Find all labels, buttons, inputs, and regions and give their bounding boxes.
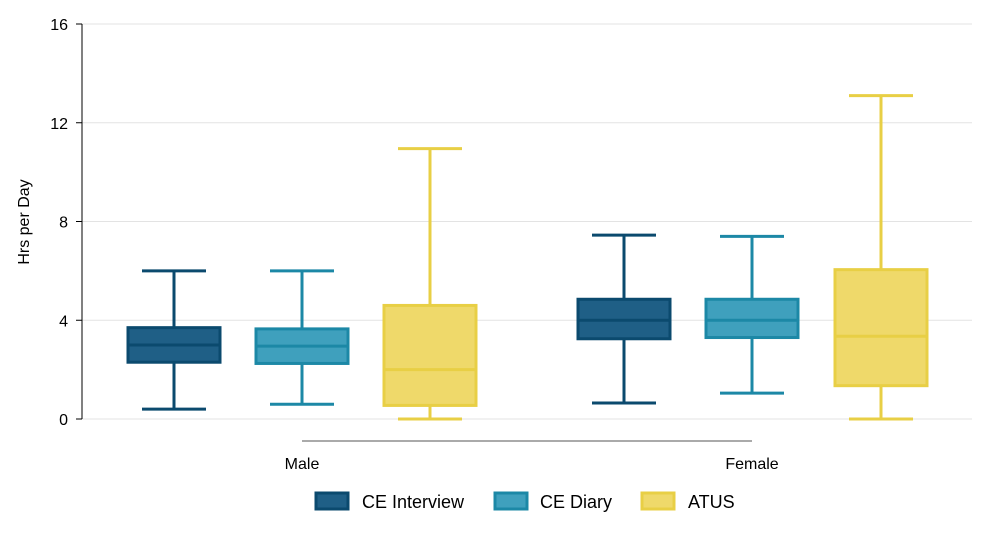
y-axis: 0 4 8 12 16 xyxy=(50,17,83,429)
box-ce-diary-male xyxy=(254,269,350,406)
legend-label-ce-diary: CE Diary xyxy=(540,492,612,512)
gridlines xyxy=(82,23,972,420)
y-tick-label-16: 16 xyxy=(50,17,68,34)
y-axis-title: Hrs per Day xyxy=(16,179,33,264)
legend-label-atus: ATUS xyxy=(688,492,735,512)
group-label-male: Male xyxy=(285,456,320,473)
box-atus-male xyxy=(382,147,478,421)
legend-swatch-ce-diary xyxy=(493,491,529,511)
legend-label-ce-interview: CE Interview xyxy=(362,492,465,512)
box-ce-diary-female xyxy=(704,234,800,395)
legend: CE Interview CE Diary ATUS xyxy=(314,491,735,512)
y-tick-label-4: 4 xyxy=(59,313,68,330)
group-label-female: Female xyxy=(725,456,778,473)
box-ce-interview-female xyxy=(576,233,672,405)
box-atus-female xyxy=(833,94,929,421)
box-iqr xyxy=(382,303,478,407)
legend-swatch-atus xyxy=(640,491,676,511)
legend-swatch-ce-interview xyxy=(314,491,350,511)
box-ce-interview-male xyxy=(126,269,222,411)
y-tick-label-0: 0 xyxy=(59,412,68,429)
box-iqr xyxy=(704,297,800,340)
box-series xyxy=(126,94,929,421)
x-axis-group-labels: Male Female xyxy=(285,456,779,473)
y-tick-label-8: 8 xyxy=(59,215,68,232)
box-iqr xyxy=(833,268,929,388)
y-tick-label-12: 12 xyxy=(50,116,68,133)
